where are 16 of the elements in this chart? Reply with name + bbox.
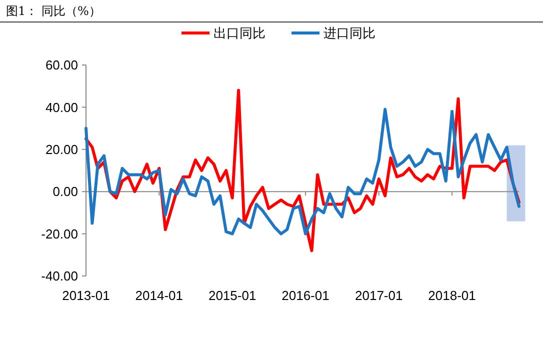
x-tick-label: 2013-01	[62, 288, 110, 303]
y-tick-label: 40.00	[45, 100, 78, 115]
x-tick-label: 2018-01	[428, 288, 476, 303]
x-tick-label: 2014-01	[135, 288, 184, 303]
y-tick-label: 60.00	[45, 58, 78, 73]
y-tick-label: 0.00	[52, 184, 78, 200]
x-tick-label: 2015-01	[208, 288, 256, 303]
line-series	[84, 108, 520, 236]
x-tick-label: 2016-01	[282, 288, 330, 303]
y-tick-label: -40.00	[41, 268, 78, 284]
legend-label: 进口同比	[324, 26, 376, 41]
x-tick-label: 2017-01	[355, 288, 403, 303]
chart-title: 图1： 同比（%）	[6, 4, 101, 18]
y-tick-label: 20.00	[45, 142, 78, 157]
legend-label: 出口同比	[214, 26, 266, 41]
y-tick-label: -20.00	[41, 226, 78, 242]
